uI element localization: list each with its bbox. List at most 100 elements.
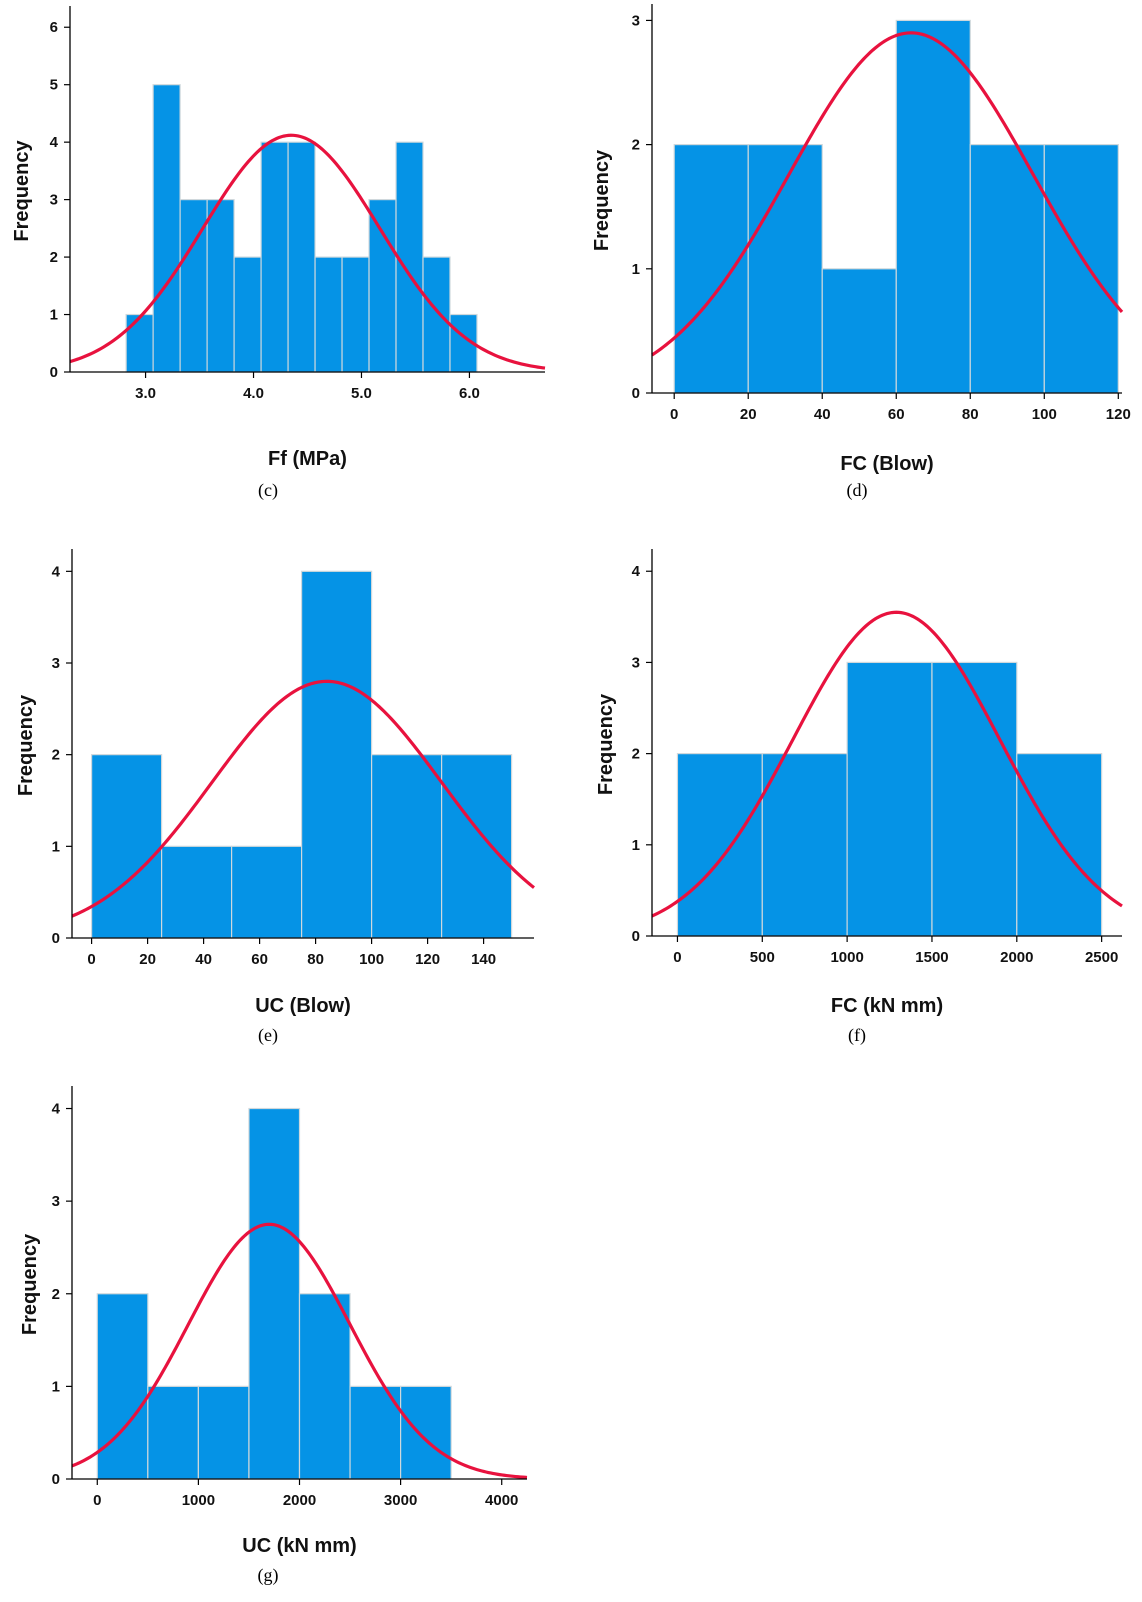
bar-c-9 [368,199,397,373]
bar-g-3 [248,1107,301,1480]
y-tick-label-c-2: 2 [50,249,58,266]
bar-d-2 [821,268,897,394]
caption-d: (d) [846,480,868,500]
histogram-panel-c: 0 1 2 3 4 5 6 3.0 4.0 5.0 6.0 Ff (MPa) Frequency (c) [0,0,560,500]
y-tick-label-c-3: 3 [50,192,58,209]
x-tick-label-g-1: 1000 [182,1492,215,1509]
x-tick-label-c-3: 6.0 [459,385,480,402]
bar-f-1 [761,753,848,937]
y-tick-label-f-3: 3 [632,654,640,671]
bar-e-1 [161,845,233,939]
bar-e-2 [231,845,303,939]
y-axis-label-d: Frequency [591,149,613,251]
y-tick-label-g-4: 4 [52,1101,61,1118]
bar-g-1 [147,1385,199,1480]
caption-f: (f) [848,1025,866,1045]
y-tick-label-d-3: 3 [632,12,640,29]
caption-g: (g) [257,1565,279,1585]
x-tick-label-c-0: 3.0 [135,385,156,402]
x-tick-label-f-4: 2000 [1000,949,1033,966]
y-tick-label-c-4: 4 [50,134,59,151]
bar-c-1 [152,84,181,373]
y-tick-label-d-0: 0 [632,385,640,402]
x-tick-label-e-1: 20 [139,951,156,968]
bar-f-3 [931,661,1018,937]
bar-f-0 [676,753,763,937]
x-axis-label-e: UC (Blow) [255,995,351,1017]
bar-d-0 [673,144,749,394]
histogram-g: 0 1 2 3 4 0 1000 2000 3000 4000 UC (kN mm) Frequenc… [19,1086,528,1557]
y-tick-label-g-0: 0 [52,1471,60,1488]
normal-curve-c [69,133,546,370]
bar-c-0 [125,313,154,373]
y-tick-label-c-0: 0 [50,364,58,381]
normal-curve-f [651,610,1123,918]
histogram-f: 0 1 2 3 4 0 500 1000 1500 2000 2500 FC (kN mm) Frequ… [595,549,1123,1017]
x-tick-label-e-7: 140 [471,951,496,968]
bar-e-4 [371,754,443,939]
y-tick-label-f-1: 1 [632,837,640,854]
y-tick-label-d-2: 2 [632,137,640,154]
y-tick-label-e-2: 2 [52,747,60,764]
normal-curve-d [651,31,1124,357]
x-tick-label-e-2: 40 [195,951,212,968]
bar-c-11 [422,256,451,373]
x-tick-label-d-1: 20 [740,406,757,423]
histogram-c: 0 1 2 3 4 5 6 3.0 4.0 5.0 6.0 Ff (MPa) Frequency [11,6,546,470]
x-tick-label-e-4: 80 [307,951,324,968]
x-tick-label-d-2: 40 [814,406,831,423]
bar-e-3 [301,570,373,939]
x-tick-label-d-6: 120 [1106,406,1131,423]
bar-e-0 [90,754,163,939]
x-tick-label-c-2: 5.0 [351,385,372,402]
bar-f-2 [846,661,933,937]
bar-c-4 [233,256,262,373]
x-tick-label-g-4: 4000 [485,1492,518,1509]
y-axis-label-f: Frequency [595,693,617,795]
histogram-panel-e: 0 1 2 3 4 0 20 40 60 80 100 120 140 UC (Blow) Frequenc… [0,525,560,1045]
x-tick-label-f-5: 2500 [1085,949,1118,966]
bar-g-4 [298,1293,351,1480]
x-axis-label-f: FC (kN mm) [831,995,943,1017]
caption-e: (e) [258,1025,278,1045]
y-tick-label-e-4: 4 [52,563,61,580]
bar-c-5 [260,141,289,373]
x-tick-label-d-5: 100 [1032,406,1057,423]
x-axis-label-c: Ff (MPa) [268,448,347,470]
x-tick-label-d-4: 80 [962,406,979,423]
bar-c-3 [206,199,235,373]
y-tick-label-e-3: 3 [52,655,60,672]
bar-d-5 [1043,144,1119,394]
y-tick-label-c-1: 1 [50,307,58,324]
histogram-panel-g: 0 1 2 3 4 0 1000 2000 3000 4000 UC (kN mm) Frequenc… [0,1060,560,1602]
x-tick-label-g-3: 3000 [384,1492,417,1509]
x-tick-label-e-0: 0 [87,951,95,968]
caption-c: (c) [258,480,278,500]
bar-g-0 [96,1293,149,1480]
y-axis-label-c: Frequency [11,140,33,242]
x-tick-label-e-3: 60 [251,951,268,968]
y-axis-label-e: Frequency [15,694,37,796]
histogram-panel-f: 0 1 2 3 4 0 500 1000 1500 2000 2500 FC (kN mm) Frequ… [580,525,1142,1045]
x-tick-label-g-0: 0 [93,1492,101,1509]
x-tick-label-d-0: 0 [670,406,678,423]
y-tick-label-g-3: 3 [52,1193,60,1210]
bar-c-8 [341,256,370,373]
bar-g-5 [349,1385,402,1480]
y-tick-label-e-1: 1 [52,838,60,855]
y-tick-label-f-0: 0 [632,928,640,945]
y-axis-label-g: Frequency [19,1233,41,1335]
x-tick-label-d-3: 60 [888,406,905,423]
x-axis-label-d: FC (Blow) [840,453,933,475]
normal-curve-e [71,679,536,918]
y-tick-label-c-5: 5 [50,77,58,94]
x-axis-label-g: UC (kN mm) [242,1535,356,1557]
bar-g-6 [400,1385,452,1480]
bar-g-2 [197,1385,250,1480]
y-tick-label-d-1: 1 [632,261,640,278]
y-tick-label-g-1: 1 [52,1378,60,1395]
y-tick-label-c-6: 6 [50,19,58,36]
histogram-panel-d: 0 1 2 3 0 20 40 60 80 100 120 FC (Blow) Frequency (d… [580,0,1142,500]
x-tick-label-f-0: 0 [673,949,681,966]
